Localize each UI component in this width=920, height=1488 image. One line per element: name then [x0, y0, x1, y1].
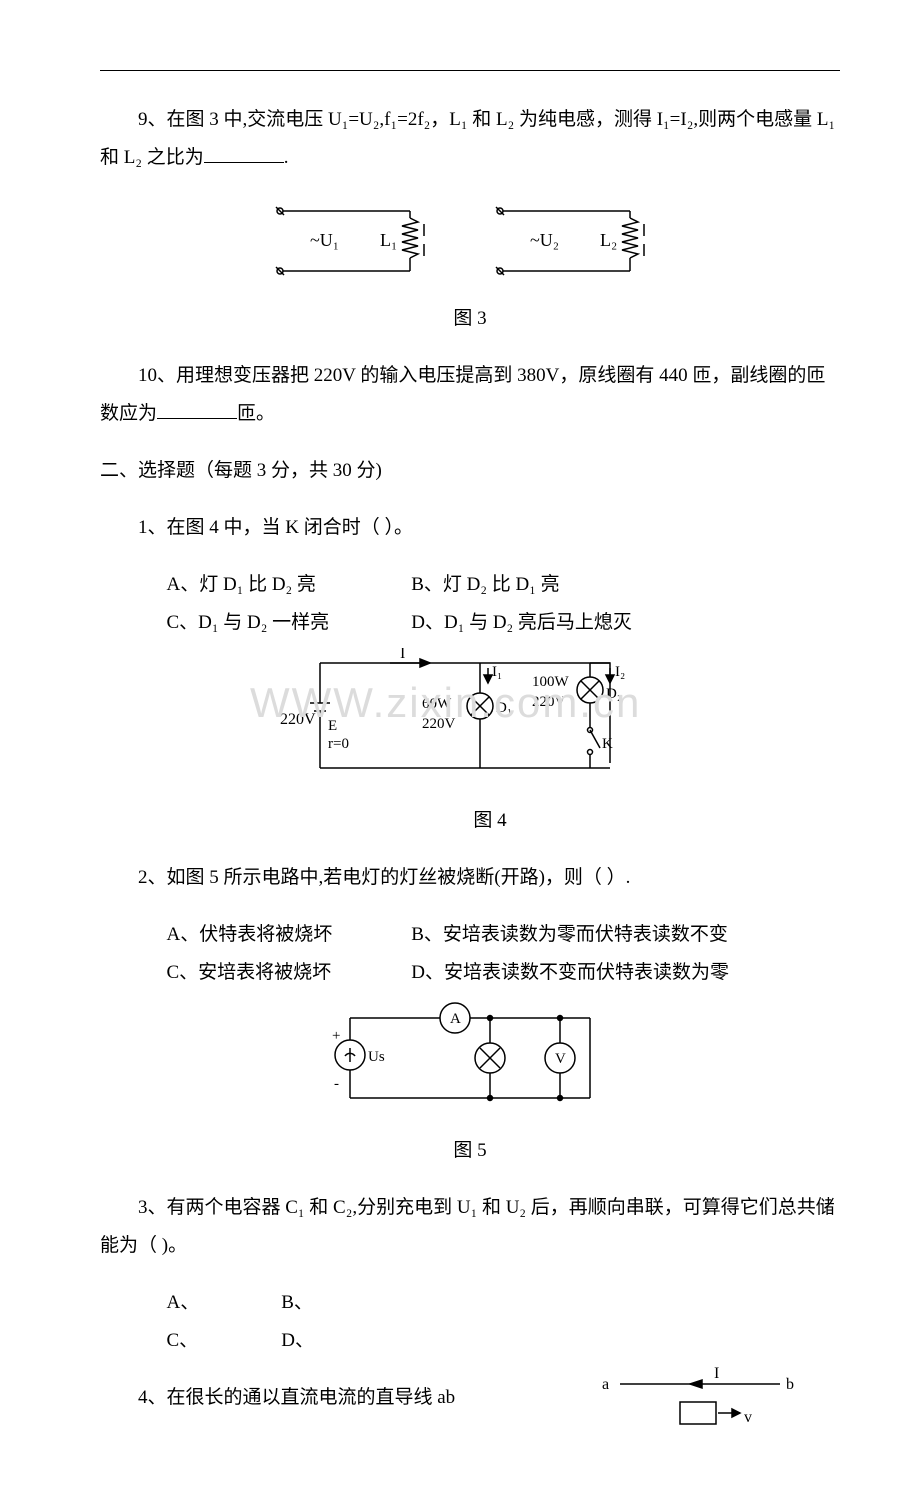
q10-blank — [157, 399, 237, 419]
fig4-100w: 100W — [532, 674, 570, 690]
fig5-V: V — [555, 1051, 566, 1067]
fig6-a: a — [602, 1376, 609, 1393]
q10-b: 匝。 — [237, 403, 275, 424]
top-rule — [100, 70, 840, 71]
fig4-220v3: 220V — [532, 694, 566, 710]
mc1-stem: 1、在图 4 中，当 K 闭合时（ ）。 — [100, 509, 840, 547]
fig3-u1: ~U₁ — [310, 230, 339, 250]
mc3-stem: 3、有两个电容器 C₁ 和 C₂,分别充电到 U₁ 和 U₂ 后，再顺向串联，可… — [100, 1189, 840, 1265]
fig6-I: I — [714, 1365, 719, 1382]
q9-period: . — [284, 147, 289, 168]
fig6-b: b — [786, 1376, 794, 1393]
fig5-minus: - — [334, 1076, 339, 1092]
mc1-b: B、灯 D₂ 比 D₁ 亮 — [411, 566, 559, 604]
fig4-220v: 220V — [280, 711, 316, 728]
fig4-E: E — [328, 718, 337, 734]
mc3-b: B、 — [281, 1284, 313, 1322]
q9-text: 9、在图 3 中,交流电压 U₁=U₂,f₁=2f₂，L₁ 和 L₂ 为纯电感，… — [100, 101, 840, 177]
fig4-D1: D₁ — [496, 700, 512, 716]
fig4-K: K — [602, 736, 613, 752]
fig4-caption: 图 4 — [140, 802, 840, 840]
fig3-l2: L₂ — [600, 230, 617, 250]
fig3-l1: L₁ — [380, 230, 397, 250]
fig4-D2: D₂ — [606, 686, 622, 702]
fig4-I2: I₂ — [615, 664, 625, 680]
fig5-caption: 图 5 — [100, 1132, 840, 1170]
fig5-plus: + — [332, 1028, 340, 1044]
fig4-I: I — [400, 648, 405, 662]
fig3-u2: ~U₂ — [530, 230, 559, 250]
mc1-row2: C、D₁ 与 D₂ 一样亮 D、D₁ 与 D₂ 亮后马上熄灭 — [100, 604, 840, 642]
mc2-c: C、安培表将被烧坏 — [167, 954, 407, 992]
fig4-60w: 60W — [422, 696, 452, 712]
fig5-Us: Us — [368, 1049, 385, 1065]
mc2-stem: 2、如图 5 所示电路中,若电灯的灯丝被烧断(开路)，则（ ）. — [100, 859, 840, 897]
mc2-b: B、安培表读数为零而伏特表读数不变 — [411, 916, 728, 954]
q9-blank — [204, 143, 284, 163]
mc1-row1: A、灯 D₁ 比 D₂ 亮 B、灯 D₂ 比 D₁ 亮 — [100, 566, 840, 604]
mc2-d: D、安培表读数不变而伏特表读数为零 — [411, 954, 729, 992]
fig4-220v2: 220V — [422, 716, 456, 732]
fig3-caption: 图 3 — [100, 300, 840, 338]
figure-3: ~U₁ L₁ ~U₂ L₂ 图 3 — [100, 196, 840, 338]
q10-text: 10、用理想变压器把 220V 的输入电压提高到 380V，原线圈有 440 匝… — [100, 357, 840, 433]
figure-4: I I₁ I₂ 220V E r=0 60W 220V D₁ 100W 220V… — [140, 648, 840, 840]
mc3-d: D、 — [281, 1322, 314, 1360]
mc2-row1: A、伏特表将被烧坏 B、安培表读数为零而伏特表读数不变 — [100, 916, 840, 954]
mc2-a: A、伏特表将被烧坏 — [167, 916, 407, 954]
mc1-a: A、灯 D₁ 比 D₂ 亮 — [167, 566, 407, 604]
mc3-c: C、 — [167, 1322, 277, 1360]
mc1-c: C、D₁ 与 D₂ 一样亮 — [167, 604, 407, 642]
fig4-I1: I₁ — [492, 664, 502, 680]
mc1-d: D、D₁ 与 D₂ 亮后马上熄灭 — [411, 604, 632, 642]
fig5-A: A — [450, 1011, 461, 1027]
fig4-r: r=0 — [328, 736, 349, 752]
mc2-row2: C、安培表将被烧坏 D、安培表读数不变而伏特表读数为零 — [100, 954, 840, 992]
figure-5: A V Us + - 图 5 — [100, 998, 840, 1170]
mc3-a: A、 — [167, 1284, 277, 1322]
mc3-row2: C、 D、 — [100, 1322, 840, 1360]
figure-6: a b I v — [590, 1364, 810, 1448]
fig6-v: v — [744, 1409, 752, 1426]
section2-heading: 二、选择题（每题 3 分，共 30 分) — [100, 452, 840, 490]
mc3-row1: A、 B、 — [100, 1284, 840, 1322]
